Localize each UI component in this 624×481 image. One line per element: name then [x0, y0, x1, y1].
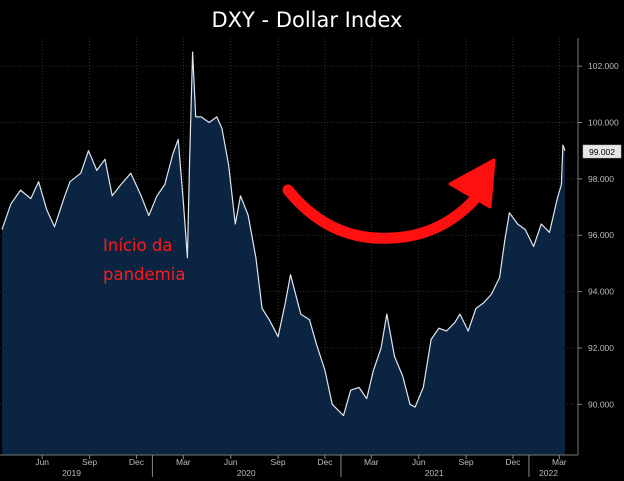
last-value-label: 99.002 [589, 147, 615, 157]
y-tick-label: 98.000 [588, 174, 614, 184]
pandemic-annotation: Início da pandemia [103, 236, 185, 284]
x-month-label: Dec [129, 457, 145, 467]
series-line [1, 51, 566, 417]
x-month-label: Jun [224, 457, 238, 467]
x-month-label: Dec [317, 457, 333, 467]
x-month-label: Sep [459, 457, 474, 467]
trend-arrow-head [448, 158, 496, 209]
pandemic-annotation-line-1: Início da [103, 236, 173, 255]
x-axis: Jun Sep Dec Mar Jun Sep Dec Mar Jun Sep Dec Mar 2019… [35, 455, 567, 478]
last-value-badge: 99.002 [582, 144, 622, 159]
y-axis: 90.000 92.000 94.000 96.000 98.000 100.000 102… [578, 61, 619, 409]
y-tick-label: 100.000 [588, 118, 619, 128]
x-month-label: Sep [271, 457, 286, 467]
x-year-label: 2022 [539, 468, 558, 478]
y-tick-label: 102.000 [588, 61, 619, 71]
x-month-label: Mar [552, 457, 567, 467]
trend-arrow [282, 158, 496, 244]
x-month-label: Jun [35, 457, 49, 467]
y-tick-label: 96.000 [588, 230, 614, 240]
x-year-label: 2020 [237, 468, 256, 478]
x-month-label: Jun [412, 457, 426, 467]
y-tick-label: 94.000 [588, 287, 614, 297]
x-year-label: 2021 [425, 468, 444, 478]
x-month-label: Sep [82, 457, 97, 467]
x-year-label: 2019 [62, 468, 81, 478]
x-month-label: Mar [364, 457, 379, 467]
pandemic-annotation-line-2: pandemia [103, 265, 185, 284]
trend-arrow-curve [282, 184, 480, 244]
x-month-label: Mar [176, 457, 191, 467]
y-tick-label: 90.000 [588, 399, 614, 409]
y-tick-label: 92.000 [588, 343, 614, 353]
x-month-label: Dec [505, 457, 521, 467]
chart-title: DXY - Dollar Index [212, 8, 403, 32]
series-area [2, 52, 565, 455]
